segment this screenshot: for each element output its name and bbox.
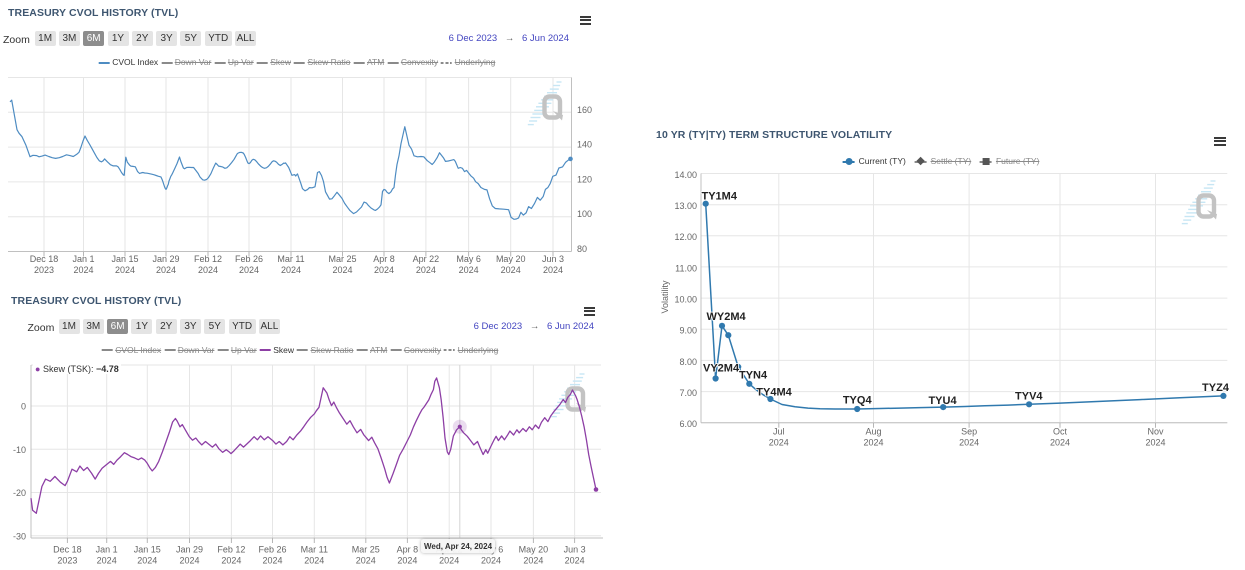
svg-text:Jan 29: Jan 29 <box>176 545 203 555</box>
svg-text:WY2M4: WY2M4 <box>707 311 747 323</box>
svg-text:140: 140 <box>577 140 592 150</box>
svg-text:Jan 29: Jan 29 <box>152 254 179 264</box>
svg-text:Sep: Sep <box>961 427 977 437</box>
svg-text:2024: 2024 <box>281 265 301 275</box>
svg-text:2024: 2024 <box>439 556 459 566</box>
svg-text:2024: 2024 <box>179 556 199 566</box>
svg-text:TYZ4: TYZ4 <box>1202 382 1230 394</box>
svg-text:2024: 2024 <box>115 265 135 275</box>
svg-text:2024: 2024 <box>1145 438 1165 448</box>
svg-text:2024: 2024 <box>523 556 543 566</box>
svg-text:2023: 2023 <box>34 265 54 275</box>
svg-text:2024: 2024 <box>156 265 176 275</box>
svg-text:2024: 2024 <box>459 265 479 275</box>
svg-text:TYQ4: TYQ4 <box>843 395 873 407</box>
svg-text:2024: 2024 <box>565 556 585 566</box>
svg-text:2024: 2024 <box>221 556 241 566</box>
svg-text:100: 100 <box>577 209 592 219</box>
svg-text:12.00: 12.00 <box>674 232 697 242</box>
svg-text:80: 80 <box>577 244 587 254</box>
svg-text:-30: -30 <box>13 531 26 541</box>
svg-text:2024: 2024 <box>304 556 324 566</box>
svg-text:May 20: May 20 <box>519 545 549 555</box>
svg-text:Feb 26: Feb 26 <box>235 254 263 264</box>
svg-text:7.00: 7.00 <box>679 388 697 398</box>
svg-text:2024: 2024 <box>262 556 282 566</box>
svg-text:Apr 8: Apr 8 <box>397 545 419 555</box>
svg-text:0: 0 <box>21 402 26 412</box>
svg-text:May 20: May 20 <box>496 254 526 264</box>
svg-text:Jun 3: Jun 3 <box>542 254 564 264</box>
svg-text:Feb 26: Feb 26 <box>258 545 286 555</box>
svg-text:13.00: 13.00 <box>674 201 697 211</box>
svg-text:TYV4: TYV4 <box>1015 391 1043 403</box>
svg-text:2024: 2024 <box>416 265 436 275</box>
svg-text:TYU4: TYU4 <box>928 395 957 407</box>
svg-text:May 6: May 6 <box>456 254 481 264</box>
svg-text:2024: 2024 <box>543 265 563 275</box>
svg-text:Mar 11: Mar 11 <box>277 254 304 264</box>
svg-text:2024: 2024 <box>959 438 979 448</box>
svg-text:TY4M4: TY4M4 <box>756 386 792 398</box>
svg-text:2024: 2024 <box>374 265 394 275</box>
svg-text:8.00: 8.00 <box>679 357 697 367</box>
svg-text:Jan 1: Jan 1 <box>96 545 118 555</box>
svg-text:2023: 2023 <box>57 556 77 566</box>
svg-text:2024: 2024 <box>73 265 93 275</box>
svg-text:Jul: Jul <box>773 427 785 437</box>
svg-text:2024: 2024 <box>137 556 157 566</box>
svg-text:Jan 15: Jan 15 <box>134 545 161 555</box>
svg-text:TY1M4: TY1M4 <box>702 191 738 203</box>
svg-text:Mar 25: Mar 25 <box>328 254 356 264</box>
svg-text:Dec 18: Dec 18 <box>30 254 59 264</box>
svg-text:6.00: 6.00 <box>679 419 697 429</box>
svg-text:Jun 3: Jun 3 <box>564 545 586 555</box>
svg-text:2024: 2024 <box>863 438 883 448</box>
svg-text:2024: 2024 <box>97 556 117 566</box>
svg-text:-20: -20 <box>13 488 26 498</box>
svg-text:2024: 2024 <box>1050 438 1070 448</box>
svg-text:TYN4: TYN4 <box>739 370 768 382</box>
svg-text:2024: 2024 <box>397 556 417 566</box>
svg-text:Dec 18: Dec 18 <box>53 545 82 555</box>
svg-text:9.00: 9.00 <box>679 326 697 336</box>
svg-text:Mar 25: Mar 25 <box>352 545 380 555</box>
svg-text:11.00: 11.00 <box>675 263 697 273</box>
svg-text:Oct: Oct <box>1053 427 1068 437</box>
svg-text:2024: 2024 <box>332 265 352 275</box>
svg-text:Volatility: Volatility <box>660 280 670 314</box>
svg-text:120: 120 <box>577 174 592 184</box>
svg-text:14.00: 14.00 <box>674 170 697 180</box>
svg-text:2024: 2024 <box>481 556 501 566</box>
svg-text:Mar 11: Mar 11 <box>301 545 328 555</box>
svg-text:Apr 8: Apr 8 <box>373 254 395 264</box>
svg-text:2024: 2024 <box>769 438 789 448</box>
svg-text:Jan 15: Jan 15 <box>111 254 138 264</box>
svg-text:Nov: Nov <box>1147 427 1164 437</box>
svg-text:Aug: Aug <box>865 427 881 437</box>
svg-text:160: 160 <box>577 105 592 115</box>
svg-text:2024: 2024 <box>356 556 376 566</box>
svg-text:Feb 12: Feb 12 <box>217 545 245 555</box>
svg-text:VY2M4: VY2M4 <box>703 362 740 374</box>
svg-text:-10: -10 <box>13 445 26 455</box>
svg-text:Jan 1: Jan 1 <box>72 254 94 264</box>
svg-text:2024: 2024 <box>198 265 218 275</box>
svg-text:10.00: 10.00 <box>674 295 697 305</box>
svg-text:Feb 12: Feb 12 <box>194 254 222 264</box>
svg-text:2024: 2024 <box>501 265 521 275</box>
svg-text:2024: 2024 <box>239 265 259 275</box>
svg-text:Apr 22: Apr 22 <box>413 254 440 264</box>
